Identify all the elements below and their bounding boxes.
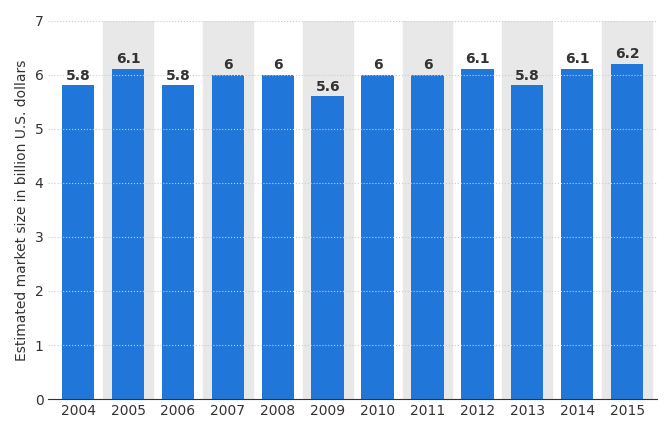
Text: 6.1: 6.1 xyxy=(465,52,490,67)
Bar xyxy=(511,85,544,399)
Text: 5.6: 5.6 xyxy=(315,80,340,94)
Bar xyxy=(611,64,643,399)
Text: 6.1: 6.1 xyxy=(116,52,140,67)
Bar xyxy=(303,20,353,399)
Text: 6: 6 xyxy=(423,58,432,72)
Text: 6: 6 xyxy=(273,58,283,72)
Bar xyxy=(411,74,444,399)
Bar xyxy=(503,20,552,399)
Text: 6: 6 xyxy=(373,58,382,72)
Text: 6.1: 6.1 xyxy=(565,52,589,67)
Bar xyxy=(403,20,452,399)
Bar xyxy=(461,69,494,399)
Bar xyxy=(312,96,344,399)
Text: 5.8: 5.8 xyxy=(515,69,540,83)
Bar xyxy=(162,85,194,399)
Bar xyxy=(203,20,253,399)
Text: 5.8: 5.8 xyxy=(66,69,91,83)
Bar xyxy=(112,69,144,399)
Text: 6.2: 6.2 xyxy=(615,47,639,61)
Text: 6: 6 xyxy=(223,58,233,72)
Bar xyxy=(362,74,394,399)
Bar xyxy=(212,74,244,399)
Y-axis label: Estimated market size in billion U.S. dollars: Estimated market size in billion U.S. do… xyxy=(15,59,29,361)
Bar xyxy=(103,20,153,399)
Text: 5.8: 5.8 xyxy=(165,69,190,83)
Bar xyxy=(62,85,95,399)
Bar xyxy=(602,20,652,399)
Bar xyxy=(561,69,593,399)
Bar xyxy=(261,74,294,399)
